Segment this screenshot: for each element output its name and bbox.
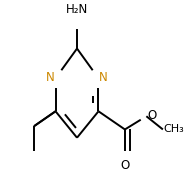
- Text: H₂N: H₂N: [66, 2, 88, 16]
- Text: CH₃: CH₃: [164, 124, 184, 134]
- Text: O: O: [147, 109, 156, 122]
- Text: N: N: [46, 71, 55, 84]
- Text: O: O: [120, 159, 130, 172]
- Text: N: N: [99, 71, 108, 84]
